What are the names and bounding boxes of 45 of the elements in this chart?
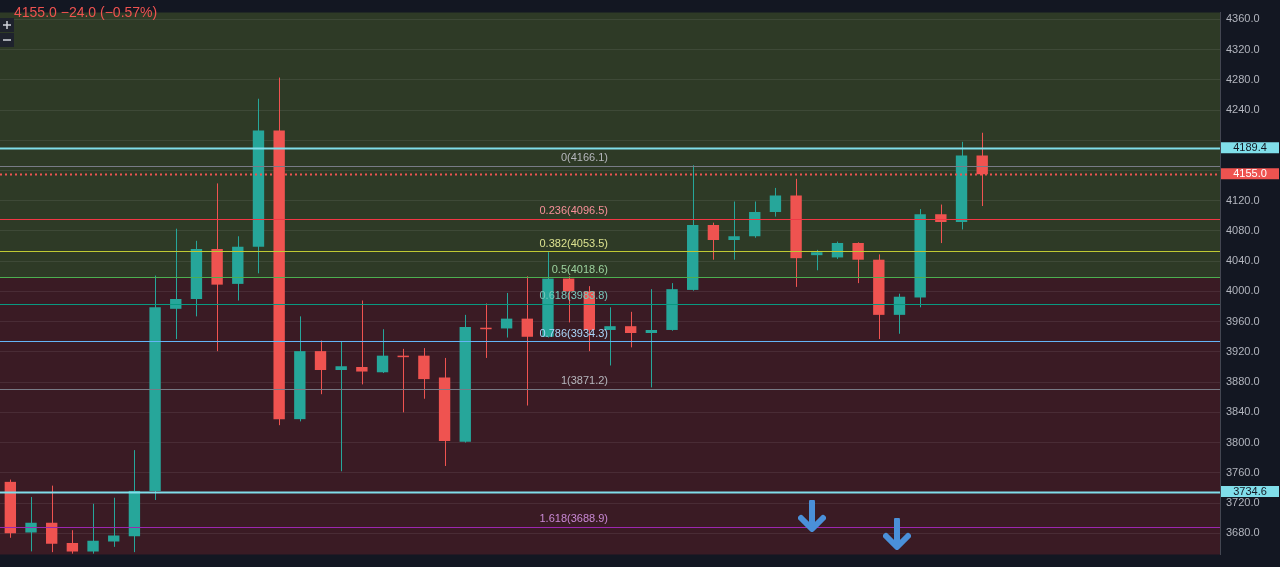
y-tick-label: 4120.0: [1226, 193, 1260, 206]
annotation: 1(3871.2): [560, 374, 608, 387]
ref-line-label: 4189.4: [1233, 141, 1267, 154]
candlestick: [335, 340, 347, 472]
candlestick: [356, 300, 368, 385]
candlestick: [108, 497, 120, 548]
candlestick: [893, 293, 906, 335]
annotation: 0(4166.1): [560, 151, 608, 164]
y-tick-label: 3760.0: [1226, 465, 1260, 478]
candlestick: [87, 503, 99, 555]
candlestick: [46, 485, 58, 553]
candlestick: [376, 328, 389, 374]
candlestick: [645, 288, 658, 388]
candlestick: [314, 340, 327, 395]
candlestick: [852, 241, 864, 284]
ref-line-label: 3734.6: [1233, 485, 1267, 498]
y-tick-label: 3720.0: [1226, 496, 1260, 509]
y-tick-label: 4360.0: [1226, 12, 1260, 25]
y-tick-label: 3960.0: [1226, 314, 1260, 327]
candlestick: [707, 222, 720, 261]
ref-line-label: 4155.0: [1233, 167, 1267, 180]
y-tick-label: 4280.0: [1226, 72, 1260, 85]
candlestick: [811, 249, 823, 271]
annotation: 0.382(4053.5): [539, 236, 608, 249]
annotation: 0.5(4018.6): [551, 262, 608, 275]
y-tick-label: 4000.0: [1226, 284, 1260, 297]
y-tick-label: 3840.0: [1226, 405, 1260, 418]
y-tick-label: 3920.0: [1226, 344, 1260, 357]
y-tick-label: 4040.0: [1226, 254, 1260, 267]
y-tick-label: 3800.0: [1226, 435, 1260, 448]
y-tick-label: 3880.0: [1226, 375, 1260, 388]
y-tick-label: 4320.0: [1226, 42, 1260, 55]
candlestick: [769, 187, 782, 218]
candlestick: [935, 204, 947, 244]
annotation: 1.618(3688.9): [539, 512, 608, 525]
annotation: 4155.0 −24.0 (−0.57%): [14, 4, 158, 20]
annotation: 0.236(4096.5): [539, 204, 608, 217]
y-tick-label: 3680.0: [1226, 526, 1260, 539]
candlestick: [624, 311, 637, 348]
candlestick: [66, 529, 79, 555]
candlestick: [418, 347, 430, 400]
y-tick-label: 4240.0: [1226, 103, 1260, 116]
candlestick: [728, 201, 740, 261]
candlestick: [521, 275, 533, 407]
y-tick-label: 4080.0: [1226, 224, 1260, 237]
